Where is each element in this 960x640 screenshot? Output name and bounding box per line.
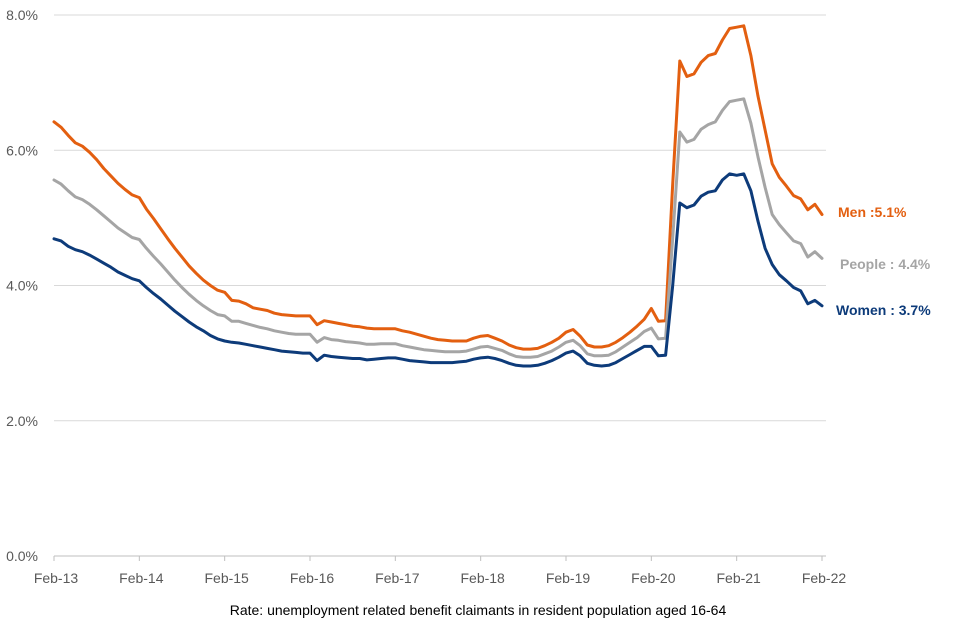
series-label-men: Men :5.1% [838, 204, 907, 220]
series-end-labels: Men :5.1% People : 4.4% Women : 3.7% [836, 204, 931, 318]
x-axis [53, 555, 826, 561]
y-tick-label: 6.0% [6, 142, 38, 158]
series-line-men [52, 24, 824, 351]
series-label-women: Women : 3.7% [836, 302, 931, 318]
x-tick-label: Feb-20 [631, 570, 676, 586]
gridlines [54, 14, 826, 422]
y-tick-label: 2.0% [6, 413, 38, 429]
x-tick-label: Feb-19 [546, 570, 591, 586]
series-line-people [52, 97, 824, 359]
x-tick-label: Feb-15 [204, 570, 249, 586]
y-tick-label: 8.0% [6, 7, 38, 23]
x-axis-caption: Rate: unemployment related benefit claim… [230, 602, 727, 618]
series-line-women [52, 172, 824, 368]
x-tick-label: Feb-17 [375, 570, 420, 586]
x-tick-label: Feb-22 [802, 570, 847, 586]
x-tick-label: Feb-13 [34, 570, 79, 586]
y-tick-label: 4.0% [6, 278, 38, 294]
y-tick-label: 0.0% [6, 548, 38, 564]
x-tick-label: Feb-18 [460, 570, 505, 586]
x-tick-label: Feb-21 [716, 570, 761, 586]
series-lines [52, 24, 824, 368]
x-tick-label: Feb-16 [290, 570, 335, 586]
y-axis-tick-labels: 0.0% 2.0% 4.0% 6.0% 8.0% [6, 7, 38, 564]
x-axis-tick-labels: Feb-13 Feb-14 Feb-15 Feb-16 Feb-17 Feb-18 Feb-… [34, 570, 847, 586]
x-tick-label: Feb-14 [119, 570, 164, 586]
series-label-people: People : 4.4% [840, 256, 931, 272]
